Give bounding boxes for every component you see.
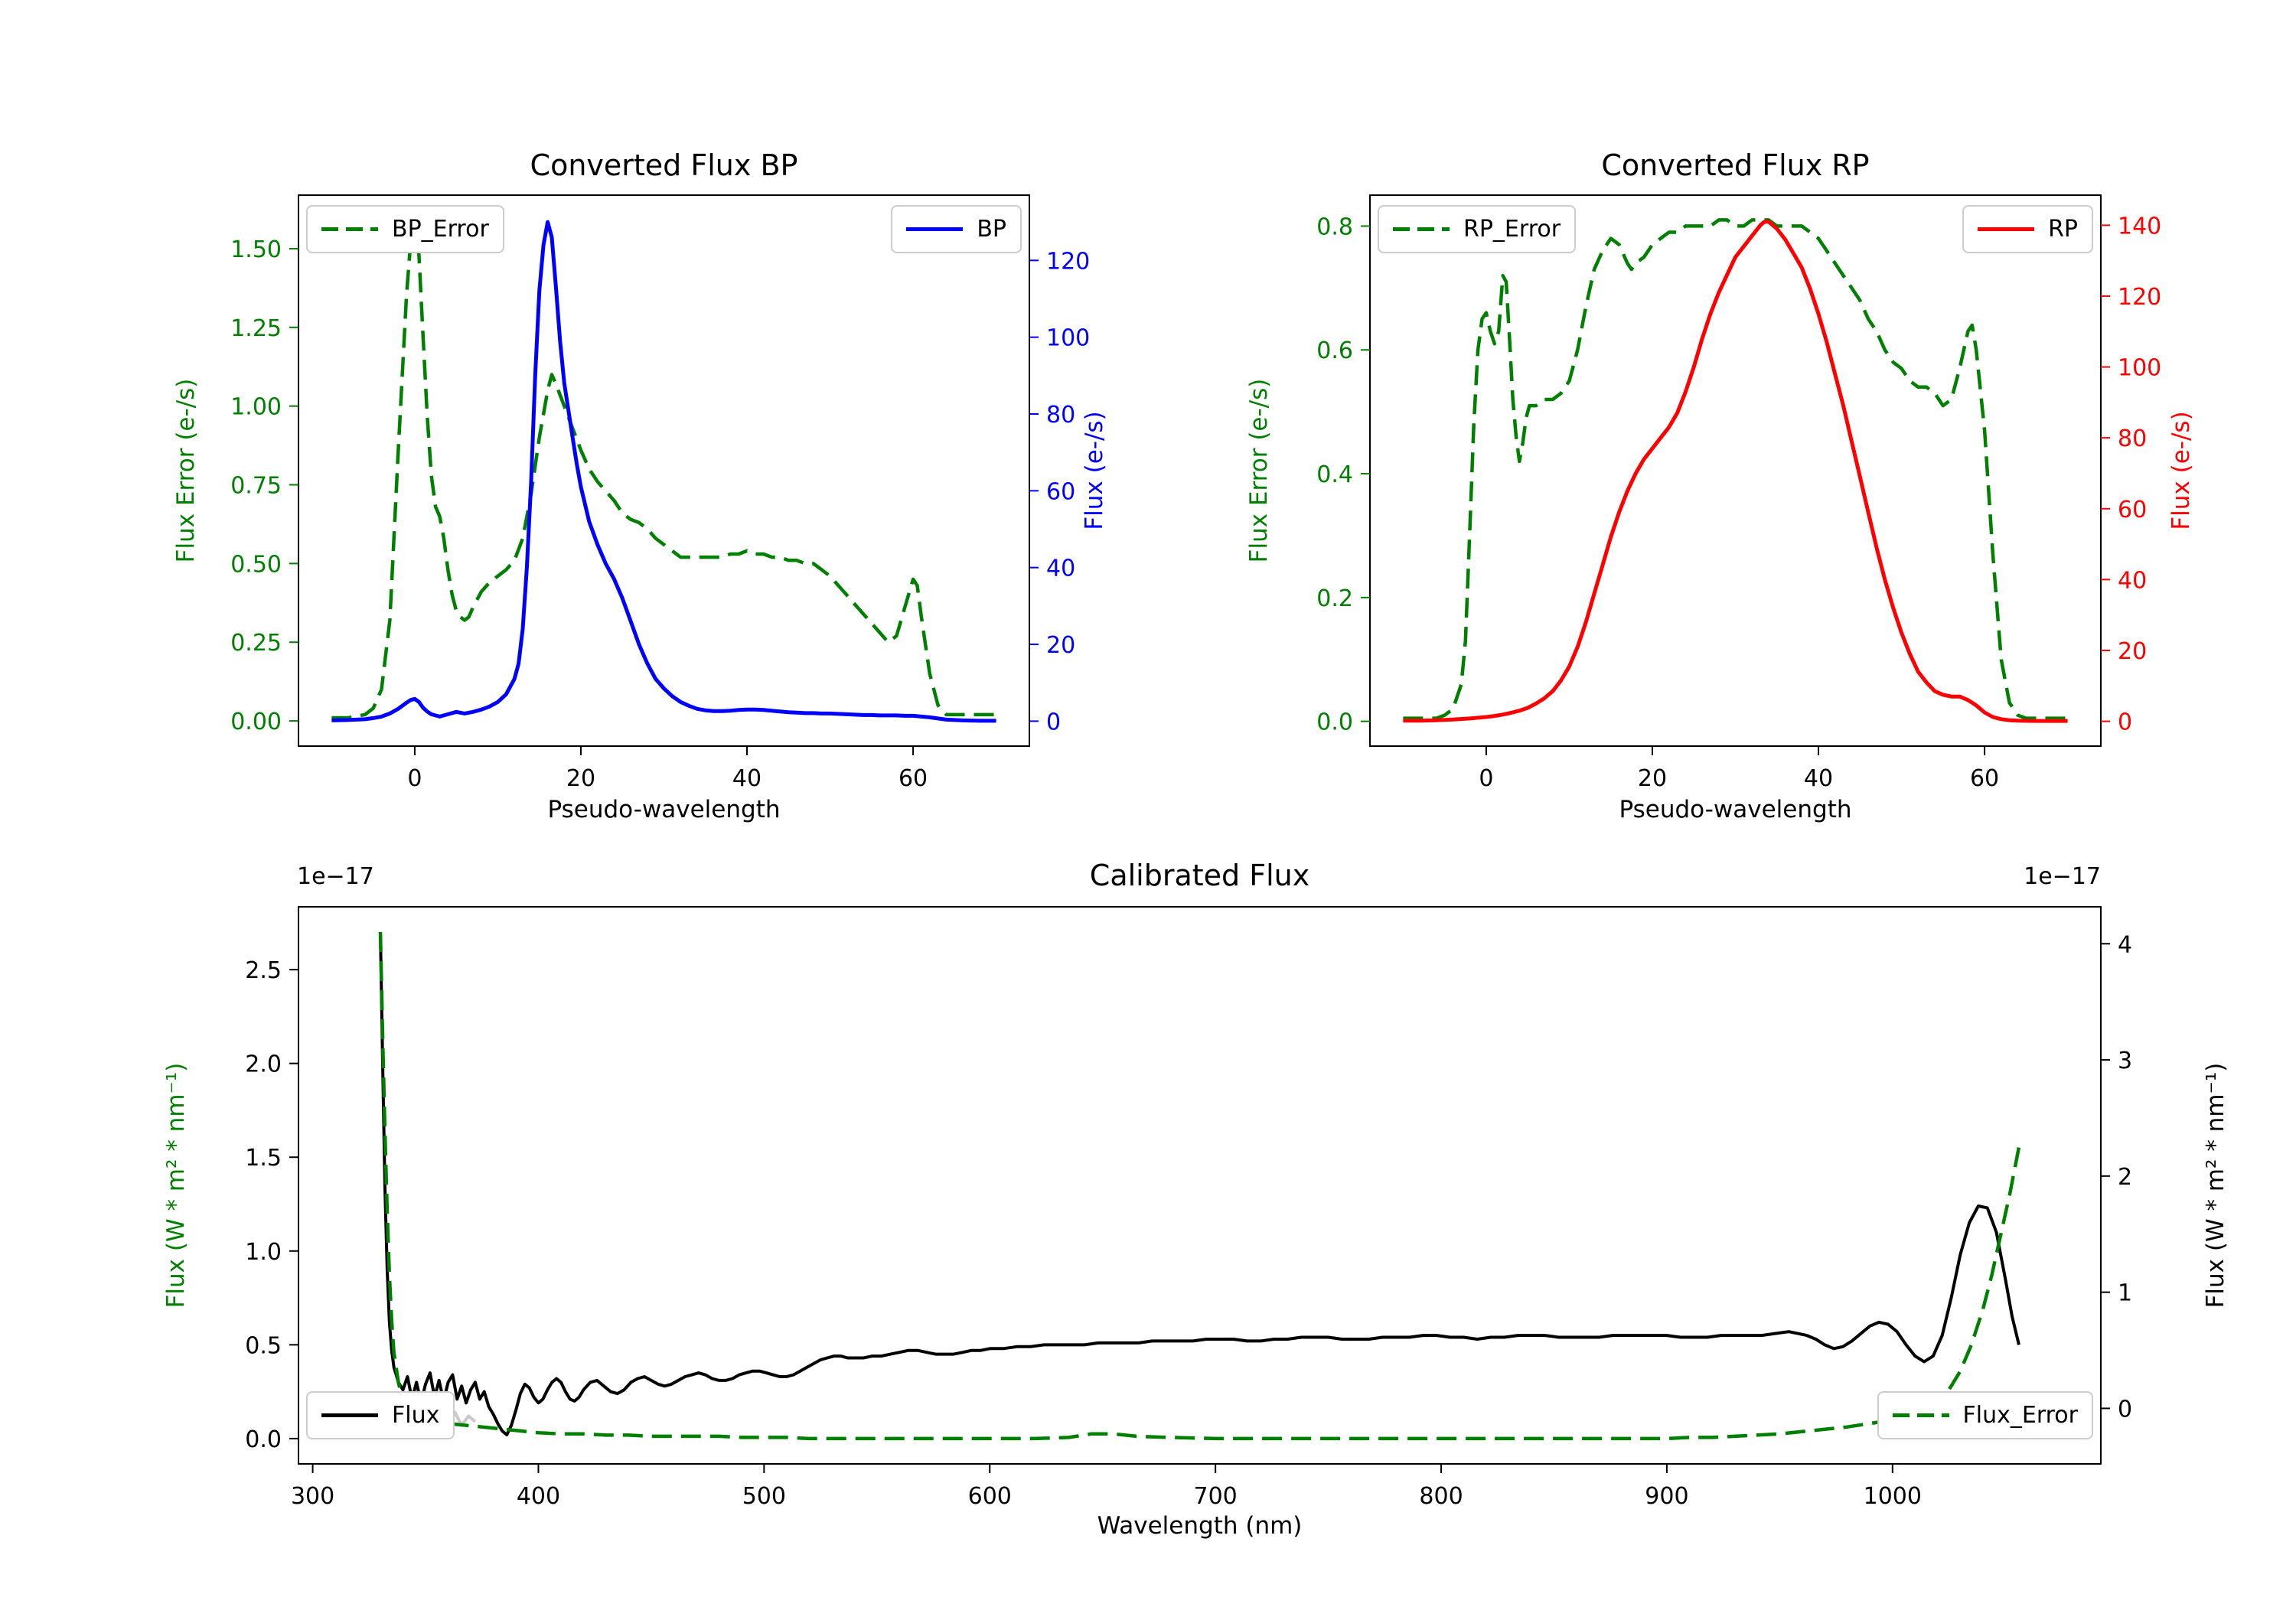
- axes-spine-bp: [298, 194, 1030, 747]
- tick-label: 0: [1046, 709, 1061, 735]
- tick-label: 60: [899, 765, 928, 792]
- tick-label: 60: [1046, 478, 1075, 505]
- tick-label: 800: [1419, 1483, 1463, 1510]
- tick-label: 0.2: [1316, 585, 1353, 612]
- tick-label: 2.0: [245, 1051, 282, 1078]
- tick-label: 20: [1046, 632, 1075, 659]
- tick-label: 1.00: [230, 394, 282, 421]
- tick-label: 0.4: [1316, 461, 1353, 488]
- tick-label: 80: [1046, 402, 1075, 429]
- axes-spine-rp: [1369, 194, 2102, 747]
- series-line-RP_Error: [1403, 218, 2068, 720]
- tick-label: 600: [968, 1483, 1012, 1510]
- tick-label: 0: [2118, 709, 2132, 736]
- tick-label: 0.25: [230, 630, 282, 657]
- tick-label: 120: [1046, 248, 1090, 275]
- tick-label: 1.25: [230, 315, 282, 342]
- tick-label: 20: [2118, 638, 2147, 665]
- tick-label: 400: [517, 1483, 560, 1510]
- tick-label: 140: [2118, 213, 2161, 240]
- tick-label: 60: [1970, 765, 1999, 792]
- tick-label: 2.5: [245, 957, 282, 984]
- tick-label: 0: [1479, 765, 1493, 792]
- tick-label: 0.75: [230, 473, 282, 500]
- axes-spine-flux: [298, 906, 2102, 1465]
- tick-label: 700: [1194, 1483, 1238, 1510]
- tick-label: 1: [2118, 1280, 2132, 1307]
- tick-label: 80: [2118, 425, 2147, 452]
- series-line-Flux: [379, 932, 2020, 1436]
- tick-label: 1000: [1864, 1483, 1922, 1510]
- series-line-Flux_Error: [378, 932, 2021, 1441]
- tick-label: 900: [1645, 1483, 1688, 1510]
- tick-label: 20: [1638, 765, 1667, 792]
- tick-label: 40: [1804, 765, 1833, 792]
- tick-label: 1.0: [245, 1239, 282, 1266]
- tick-label: 0.6: [1316, 337, 1353, 364]
- tick-label: 0: [2118, 1396, 2132, 1423]
- tick-label: 4: [2118, 931, 2132, 958]
- series-line-BP: [331, 220, 996, 723]
- tick-label: 500: [742, 1483, 786, 1510]
- tick-label: 0: [407, 765, 422, 792]
- tick-label: 40: [732, 765, 762, 792]
- tick-label: 0.00: [230, 709, 282, 735]
- tick-label: 0.5: [245, 1332, 282, 1359]
- series-line-BP_Error: [331, 221, 996, 720]
- tick-label: 100: [1046, 325, 1090, 352]
- tick-label: 0.0: [1316, 709, 1353, 736]
- tick-label: 120: [2118, 284, 2161, 311]
- tick-label: 20: [566, 765, 595, 792]
- tick-label: 3: [2118, 1048, 2132, 1074]
- tick-label: 40: [2118, 567, 2147, 594]
- series-line-RP: [1403, 220, 2068, 723]
- series-line-unlabeled_gray: [385, 1397, 477, 1429]
- tick-label: 60: [2118, 497, 2147, 523]
- tick-label: 40: [1046, 556, 1075, 582]
- tick-label: 1.50: [230, 236, 282, 263]
- tick-label: 0.8: [1316, 214, 1353, 240]
- tick-label: 1.5: [245, 1145, 282, 1172]
- tick-label: 0.50: [230, 551, 282, 578]
- tick-label: 300: [291, 1483, 334, 1510]
- tick-label: 100: [2118, 355, 2161, 382]
- tick-label: 2: [2118, 1164, 2132, 1191]
- tick-label: 0.0: [245, 1426, 282, 1453]
